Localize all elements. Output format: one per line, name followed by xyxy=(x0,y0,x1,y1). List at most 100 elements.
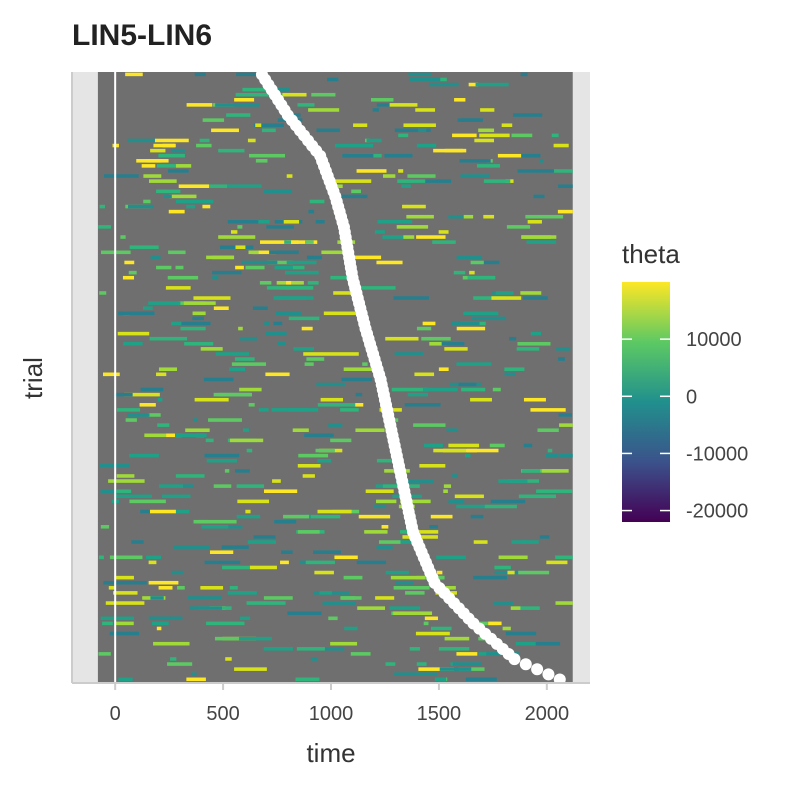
heatmap-cell xyxy=(175,199,214,204)
heatmap-cell xyxy=(378,540,401,544)
heatmap-cell xyxy=(124,260,135,265)
heatmap-cell xyxy=(213,306,229,310)
heatmap-cell xyxy=(147,413,161,417)
heatmap-cell xyxy=(354,403,364,407)
heatmap-cell xyxy=(173,545,211,549)
heatmap-cell xyxy=(298,453,329,458)
heatmap-cell xyxy=(177,586,185,590)
heatmap-cell xyxy=(200,347,223,351)
heatmap-cell xyxy=(264,321,270,326)
heatmap-cell xyxy=(282,92,307,97)
heatmap-cell xyxy=(323,311,356,316)
heatmap-cell xyxy=(418,128,427,133)
heatmap-cell xyxy=(307,281,319,285)
heatmap-cell xyxy=(396,225,429,229)
heatmap-cell xyxy=(259,281,272,285)
heatmap-cell xyxy=(264,189,293,194)
heatmap-cell xyxy=(406,214,434,219)
heatmap-cell xyxy=(494,565,511,570)
heatmap-cell xyxy=(322,601,356,605)
heatmap-cell xyxy=(157,423,170,427)
heatmap-cell xyxy=(351,189,361,194)
heatmap-cell xyxy=(202,118,225,122)
response-time-markers xyxy=(255,68,566,686)
heatmap-cell xyxy=(118,311,155,316)
heatmap-cell xyxy=(559,453,573,458)
heatmap-cell xyxy=(357,606,386,610)
heatmap-cell xyxy=(303,352,322,356)
heatmap-cell xyxy=(510,606,521,610)
heatmap-cell xyxy=(131,540,144,544)
heatmap-cell xyxy=(140,387,164,392)
heatmap-cell xyxy=(104,174,139,178)
heatmap-cell xyxy=(149,336,188,341)
heatmap-cell xyxy=(265,331,287,336)
heatmap-cell xyxy=(295,677,320,682)
heatmap-cell xyxy=(267,260,294,265)
legend-colorbar xyxy=(622,282,670,522)
heatmap-cell xyxy=(193,519,209,524)
heatmap-cell xyxy=(422,387,458,392)
heatmap-cell xyxy=(108,479,145,483)
heatmap-cell xyxy=(415,108,436,112)
heatmap-cell xyxy=(253,123,284,127)
heatmap-cell xyxy=(479,133,510,138)
heatmap-cell xyxy=(433,148,464,153)
heatmap-cell xyxy=(546,560,568,565)
heatmap-cell xyxy=(141,164,156,168)
heatmap-cell xyxy=(484,504,517,509)
heatmap-cell xyxy=(235,92,270,97)
heatmap-cell xyxy=(421,336,451,341)
heatmap-cell xyxy=(167,275,199,280)
heatmap-cell xyxy=(309,199,325,204)
heatmap-cell xyxy=(124,392,160,397)
heatmap-cell xyxy=(236,484,265,488)
heatmap-cell xyxy=(362,362,368,366)
heatmap-cell xyxy=(122,275,135,280)
x-tick-label: 1000 xyxy=(309,703,354,725)
heatmap-cell xyxy=(191,672,197,676)
heatmap-cell xyxy=(247,138,256,143)
heatmap-cell xyxy=(353,123,368,127)
heatmap-cell xyxy=(153,641,190,646)
heatmap-background xyxy=(97,72,573,682)
heatmap-cell xyxy=(246,448,253,453)
heatmap-cell xyxy=(123,342,143,346)
heatmap-cell xyxy=(448,443,480,448)
heatmap-cell xyxy=(221,545,249,549)
legend-tick-label: -20000 xyxy=(686,501,748,523)
heatmap-cell xyxy=(448,214,474,219)
heatmap-cell xyxy=(259,240,299,244)
heatmap-cell xyxy=(409,77,446,82)
heatmap-cell xyxy=(491,296,522,300)
heatmap-cell xyxy=(236,72,260,77)
heatmap-cell xyxy=(474,138,495,143)
heatmap-cell xyxy=(419,464,446,468)
heatmap-cell xyxy=(175,265,184,270)
heatmap-cell xyxy=(201,525,231,529)
heatmap-cell xyxy=(148,580,179,585)
heatmap-cell xyxy=(394,672,417,676)
heatmap-cell xyxy=(306,255,322,260)
heatmap-cell xyxy=(498,555,528,560)
x-axis-label: time xyxy=(306,738,355,768)
heatmap-cell xyxy=(148,560,157,565)
heatmap-cell xyxy=(169,194,197,199)
heatmap-cell xyxy=(212,255,235,260)
heatmap-cell xyxy=(539,535,550,539)
heatmap-cell xyxy=(375,596,395,600)
heatmap-cell xyxy=(263,596,293,600)
heatmap-cell xyxy=(222,184,262,188)
heatmap-cell xyxy=(321,352,359,356)
heatmap-cell xyxy=(530,641,561,646)
heatmap-cell xyxy=(393,611,433,615)
heatmap-cell xyxy=(401,184,411,188)
heatmap-cell xyxy=(446,428,459,432)
heatmap-cell xyxy=(398,169,404,173)
heatmap-cell xyxy=(281,550,293,554)
heatmap-cell xyxy=(557,209,573,214)
heatmap-cell xyxy=(245,509,251,514)
heatmap-cell xyxy=(483,179,511,183)
legend-ticks: 10000 0 -10000 -20000 xyxy=(622,329,748,523)
heatmap-cell xyxy=(436,570,443,575)
